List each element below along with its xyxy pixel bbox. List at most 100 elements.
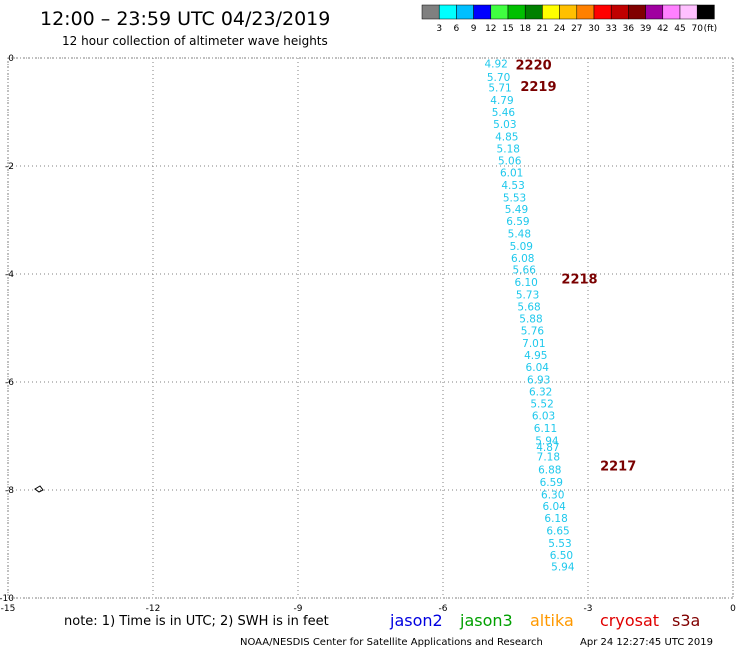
legend-swatch [559,4,578,20]
swh-value: 5.06 [498,156,522,168]
page-title: 12:00 – 23:59 UTC 04/23/2019 [40,8,330,30]
swh-value: 6.01 [500,167,523,179]
swh-value: 6.18 [544,513,567,525]
legend-label: 21 [537,24,548,34]
longitude-tick-label: -15 [1,604,16,614]
swh-value: 5.76 [521,326,545,338]
legend-swatch [542,4,560,20]
swh-value: 6.93 [527,374,550,386]
swh-value: 5.46 [492,107,516,119]
latitude-tick-label: -10 [0,594,14,604]
swh-value: 4.85 [495,131,518,143]
legend-swatch [490,4,509,20]
longitude-tick-label: -3 [584,604,593,614]
swh-value: 6.11 [534,423,557,435]
satellite-name: altika [530,611,574,630]
legend-swatch [507,4,526,20]
satellite-name: cryosat [600,611,659,630]
latitude-tick-label: 0 [8,54,14,64]
legend-swatch [662,4,681,20]
latitude-ticks: 0 -2 -4 -6 -8 -10 [0,54,14,604]
latitude-tick-label: -6 [5,378,14,388]
swh-value: 6.65 [546,526,569,538]
page-subtitle: 12 hour collection of altimeter wave hei… [62,34,328,48]
footer-credit: NOAA/NESDIS Center for Satellite Applica… [240,637,543,648]
legend-swatch [628,4,646,20]
legend-label: 27 [571,24,582,34]
legend-swatch [421,4,440,20]
swh-value: 5.68 [517,301,540,313]
swh-value: 5.73 [516,290,539,302]
swh-value: 4.87 [536,442,559,454]
swh-value: 6.32 [529,387,552,399]
longitude-ticks: -15 -12 -9 -6 -3 0 [1,604,736,614]
swh-value: 6.59 [506,216,529,228]
legend-label: 45 [674,24,685,34]
longitude-tick-label: -9 [294,604,303,614]
legend-label: 36 [623,24,635,34]
swh-value: 4.79 [490,95,513,107]
legend-swatch [438,4,457,20]
longitude-tick-label: -6 [439,604,448,614]
graticule [7,57,734,599]
swh-value: 5.53 [503,192,526,204]
latitude-tick-label: -4 [5,270,14,280]
legend-swatch [456,4,474,20]
swh-value: 4.95 [524,350,547,362]
legend-label: 3 [436,24,442,34]
swh-value: 6.30 [541,489,564,501]
legend-swatch [679,4,698,20]
satellite-name: s3a [672,611,700,630]
pass-number: 2218 [561,272,597,287]
swh-value: 5.94 [551,562,575,574]
legend-swatch [524,4,543,20]
pass-number: 2220 [516,58,552,73]
swh-value: 5.53 [548,538,571,550]
swh-value: 5.71 [488,83,511,95]
legend-swatch [645,4,664,20]
legend-label: 70 [691,24,703,34]
wave-height-legend: 3 6 9 12 15 18 21 24 27 30 33 36 39 42 45 70 (ft) [421,4,718,34]
swh-value: 6.59 [540,477,563,489]
swh-value: 5.66 [513,265,537,277]
latitude-tick-label: -2 [5,162,14,172]
latitude-tick-label: -8 [5,486,14,496]
legend-label: 15 [502,24,513,34]
swh-value: 4.53 [501,180,524,192]
legend-swatch [593,4,612,20]
pass-number: 2217 [600,460,636,475]
coastline-fragment [34,485,44,493]
legend-swatch [610,4,629,20]
swh-value: 5.48 [508,229,531,241]
footer-timestamp: Apr 24 12:27:45 UTC 2019 [580,637,713,648]
legend-swatch [576,4,595,20]
legend-label: 39 [640,24,652,34]
legend-label: 30 [588,24,600,34]
satellite-name: jason2 [389,611,443,630]
swh-value: 7.01 [522,338,545,350]
legend-label: 18 [519,24,531,34]
swh-value: 6.04 [526,362,550,374]
longitude-tick-label: 0 [730,604,736,614]
swh-value: 4.92 [484,58,507,70]
swh-value: 5.18 [497,144,520,156]
swh-value: 6.08 [511,253,534,265]
legend-label: 12 [485,24,496,34]
legend-label: 24 [554,24,566,34]
legend-label: 33 [605,24,616,34]
pass-number: 2219 [520,80,556,95]
swh-value: 6.04 [542,501,566,513]
swh-value: 6.03 [532,410,555,422]
swh-value: 7.18 [537,452,560,464]
legend-label: 9 [471,24,477,34]
swh-value: 5.49 [505,204,528,216]
legend-label: (ft) [704,24,718,34]
swh-value: 6.88 [538,464,561,476]
swh-value: 5.88 [519,313,542,325]
legend-label: 6 [454,24,460,34]
swh-value: 5.94 [535,435,559,447]
legend-swatch [696,4,715,20]
pass-labels: 2220 2219 2218 2217 [516,58,637,474]
swh-value: 5.52 [530,399,553,411]
